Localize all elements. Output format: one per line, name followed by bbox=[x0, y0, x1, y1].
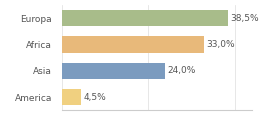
Bar bbox=[62, 36, 204, 53]
Text: 33,0%: 33,0% bbox=[207, 40, 235, 49]
Text: 24,0%: 24,0% bbox=[168, 66, 196, 75]
Bar bbox=[62, 10, 228, 26]
Text: 4,5%: 4,5% bbox=[83, 93, 106, 102]
Text: 38,5%: 38,5% bbox=[230, 14, 259, 23]
Bar bbox=[62, 63, 165, 79]
Bar bbox=[62, 89, 81, 105]
